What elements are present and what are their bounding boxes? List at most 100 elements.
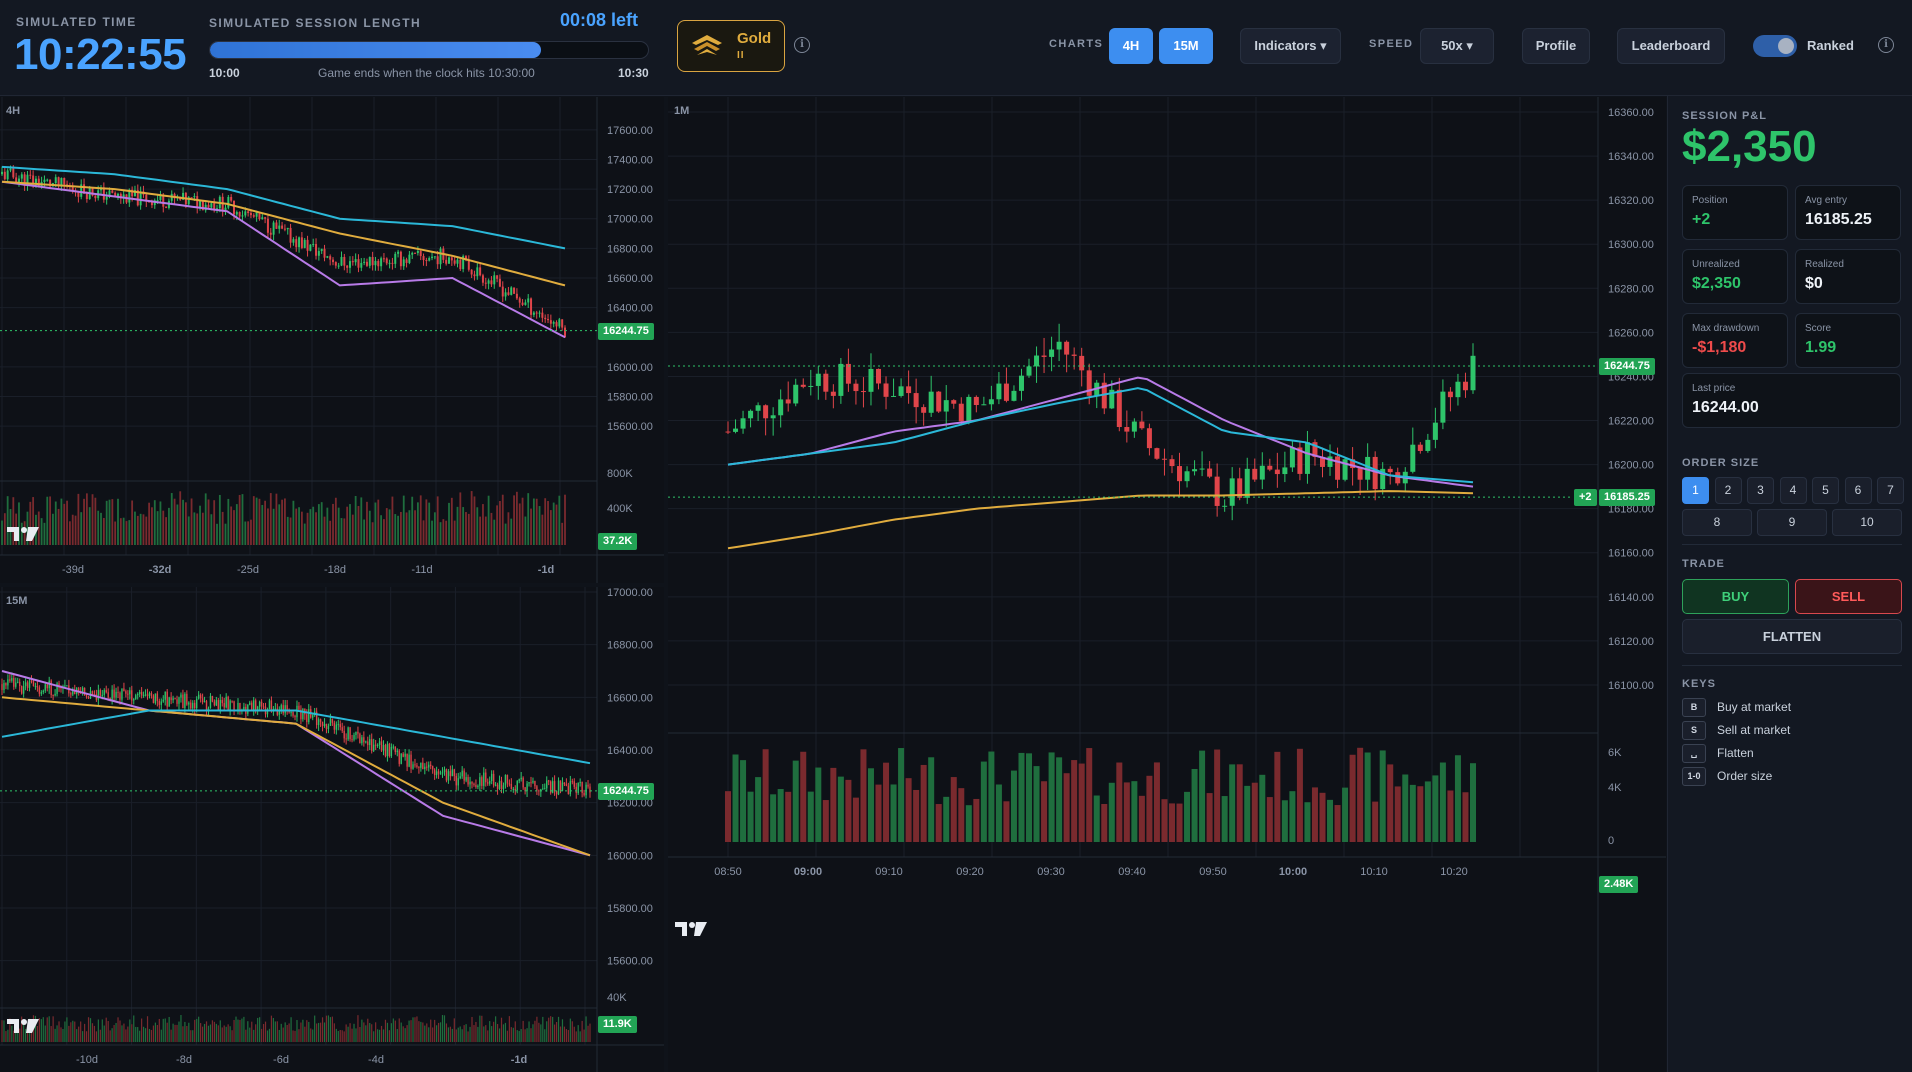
volume-bar [905,778,912,842]
volume-bar [487,495,490,545]
volume-bar [231,1030,233,1042]
candle-body [546,780,548,789]
volume-bar [97,510,100,545]
volume-bar [1462,792,1469,842]
candle-body [528,782,530,784]
price-tick-label: 16300.00 [1608,239,1654,251]
volume-bar [406,1025,408,1042]
volume-bar [107,1021,109,1042]
candle-body [83,687,86,696]
candle-body [585,784,587,796]
volume-bar [286,516,289,545]
volume-bar [257,1017,259,1042]
order-size-3-button[interactable]: 3 [1747,477,1774,504]
volume-bar [244,521,247,545]
candle-body [306,714,308,723]
candle-body [725,431,731,433]
order-size-6-button[interactable]: 6 [1844,477,1872,504]
volume-bar [66,500,68,545]
order-size-7-button[interactable]: 7 [1877,477,1904,504]
chart-4h-button[interactable]: 4H [1109,28,1153,64]
volume-bar [100,512,102,545]
candle-body [331,718,334,723]
volume-bar [18,502,20,545]
candle-body [800,384,806,387]
flatten-button[interactable]: FLATTEN [1682,619,1902,654]
chart-1m-pane[interactable]: 16360.00 16340.00 16320.00 16300.00 16280.00… [668,97,1666,1072]
chart-15m-button[interactable]: 15M [1159,28,1213,64]
candle-body [1034,355,1040,367]
candle-body [541,312,544,318]
volume-bar [332,503,334,545]
speed-dropdown[interactable]: 50x ▾ [1420,28,1494,64]
rank-badge[interactable]: Gold II [677,20,785,72]
candle-body [428,258,431,261]
order-size-2-button[interactable]: 2 [1714,477,1742,504]
indicators-dropdown[interactable]: Indicators ▾ [1240,28,1341,64]
volume-bar [493,519,496,545]
volume-bar [108,499,111,545]
chart-15m-pane[interactable]: 17000.00 16800.00 16600.00 16400.00 16200.00… [0,587,664,1072]
volume-bar [64,1021,66,1042]
volume-bar [495,1016,497,1042]
price-tick-label: 16200.00 [607,798,653,810]
volume-bar [182,499,184,545]
candle-body [524,302,527,305]
volume-bar [63,503,66,545]
volume-bar [449,1026,451,1042]
order-size-9-button[interactable]: 9 [1757,509,1827,536]
leaderboard-button[interactable]: Leaderboard [1617,28,1725,64]
order-size-5-button[interactable]: 5 [1812,477,1839,504]
candle-body [408,254,411,263]
candle-body [1229,478,1235,506]
candle-body [3,683,5,691]
volume-bar [402,1026,404,1042]
candle-body [1410,444,1416,472]
chart-4h-pane[interactable]: 17600.00 17400.00 17200.00 17000.00 16800.00… [0,97,664,583]
order-size-10-button[interactable]: 10 [1832,509,1902,536]
volume-bar [501,494,504,545]
volume-bar [306,512,309,545]
chart-4h-canvas[interactable]: 17600.00 17400.00 17200.00 17000.00 16800.00… [0,97,664,583]
volume-bar [1424,781,1431,842]
volume-bar [521,497,524,545]
order-size-8-button[interactable]: 8 [1682,509,1752,536]
volume-bar [142,1026,145,1042]
ranked-toggle[interactable] [1753,35,1797,57]
stat-value: $2,350 [1692,275,1741,292]
candle-body [516,780,518,791]
candle-body [101,694,103,696]
candle-body [351,739,353,741]
rank-info-icon[interactable]: i [794,37,810,53]
volume-bar [1327,799,1334,842]
sell-button[interactable]: SELL [1795,579,1902,614]
chart-1m-canvas[interactable]: 16360.00 16340.00 16320.00 16300.00 16280.00… [668,97,1666,1072]
candle-body [493,275,496,285]
volume-bar [160,1029,162,1042]
candle-body [853,383,859,392]
ranked-info-icon[interactable]: i [1878,37,1894,53]
candle-body [406,753,408,767]
profile-button[interactable]: Profile [1522,28,1590,64]
candle-body [252,215,255,217]
volume-bar [284,1022,286,1042]
candle-body [378,741,381,745]
volume-bar [125,521,128,545]
volume-bar [216,523,218,545]
volume-bar [732,754,739,842]
candle-body [459,776,461,779]
candle-body [380,741,383,751]
volume-bar [398,1018,400,1042]
volume-bar [255,1024,257,1042]
volume-bar [581,1020,583,1042]
chart-15m-canvas[interactable]: 17000.00 16800.00 16600.00 16400.00 16200.00… [0,587,664,1072]
order-size-4-button[interactable]: 4 [1779,477,1807,504]
candle-body [510,287,513,295]
candle-body [1,171,3,175]
volume-bar [199,505,201,545]
buy-button[interactable]: BUY [1682,579,1789,614]
candle-body [178,697,180,704]
order-size-1-button[interactable]: 1 [1682,477,1709,504]
candle-body [544,317,547,320]
volume-bar [416,1016,418,1042]
